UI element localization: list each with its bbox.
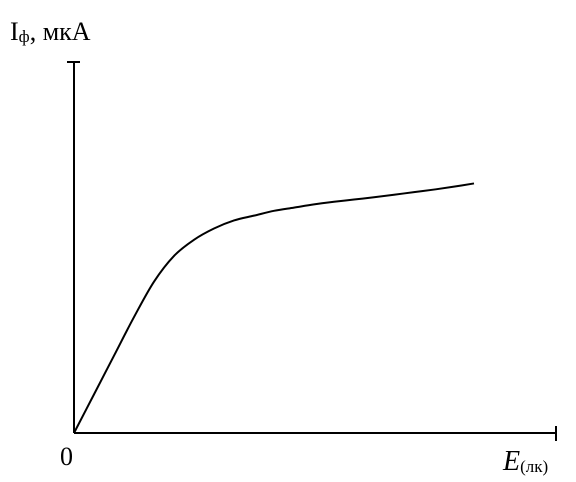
x-axis-label-main: E — [502, 446, 520, 477]
y-axis-label-subscript: ф — [19, 27, 30, 46]
y-axis-label: Iф, мкА — [10, 17, 91, 46]
photocurrent-curve — [73, 182, 475, 434]
y-axis-label-suffix: , мкА — [30, 17, 91, 46]
x-axis-label-subscript: (лк) — [520, 457, 548, 476]
y-axis-label-main: I — [10, 17, 19, 46]
origin-label: 0 — [60, 442, 73, 471]
x-axis-label: E(лк) — [502, 446, 548, 477]
